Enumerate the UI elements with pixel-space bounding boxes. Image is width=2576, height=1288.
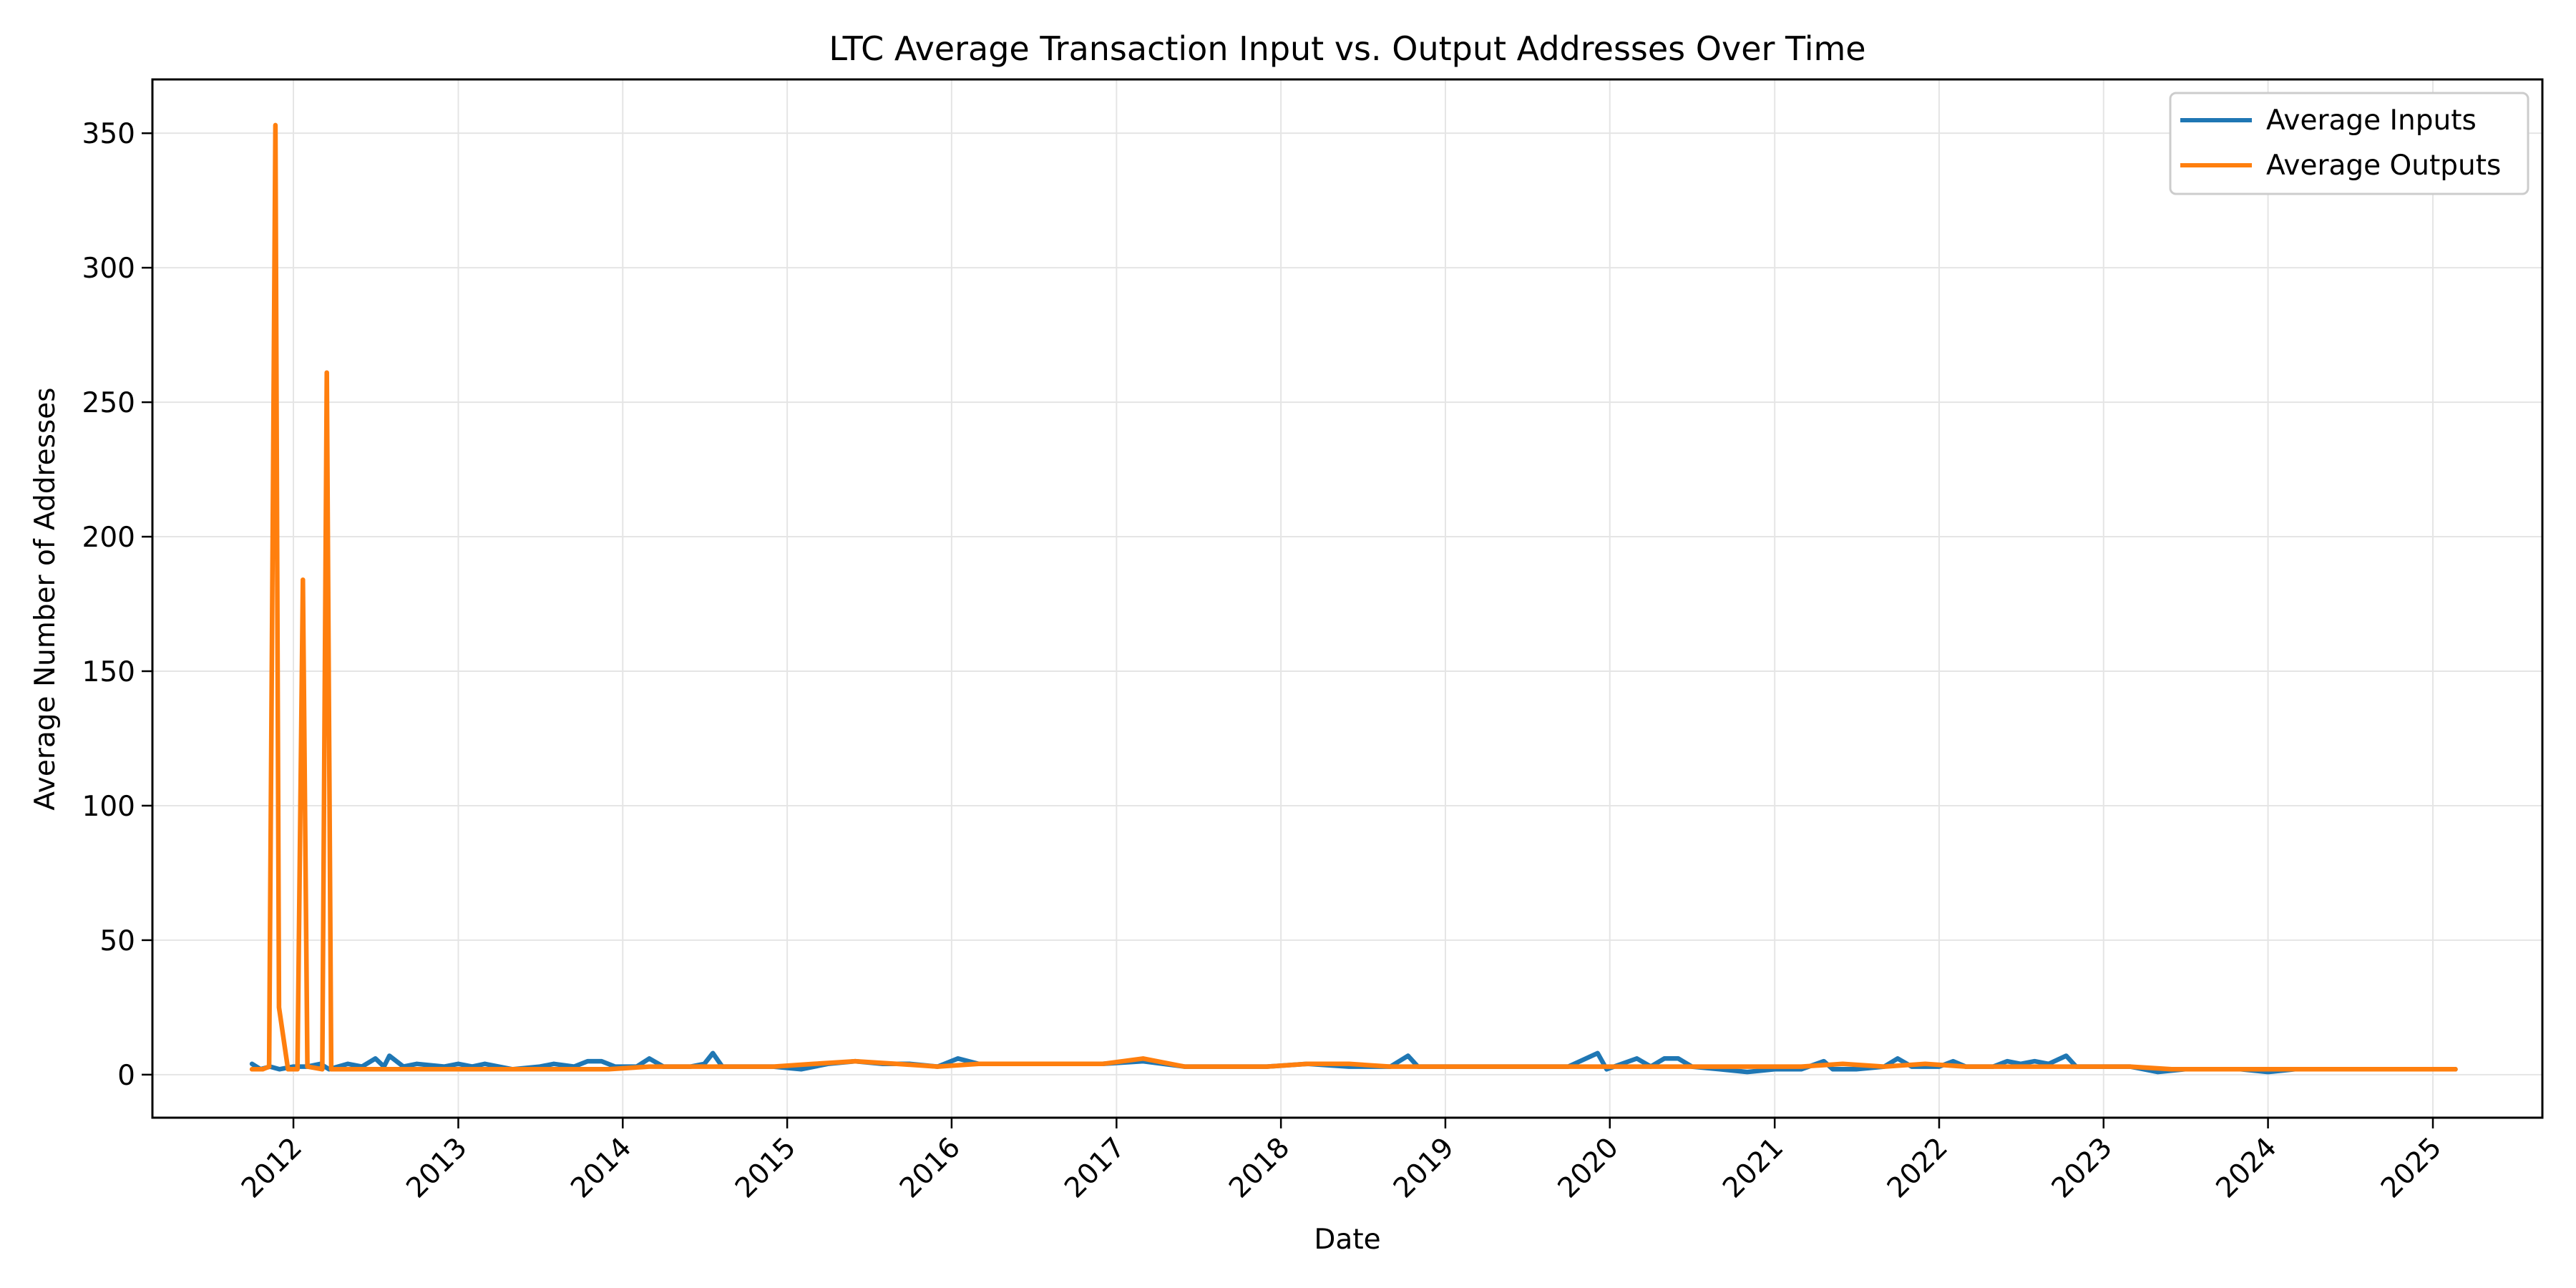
x-axis-label: Date [1314, 1224, 1380, 1256]
y-tick-label-250: 250 [82, 387, 135, 419]
y-tick-label-150: 150 [82, 656, 135, 688]
y-tick-label-0: 0 [117, 1060, 135, 1092]
y-tick-label-100: 100 [82, 791, 135, 823]
legend: Average Inputs Average Outputs [2169, 92, 2529, 195]
plot-area-frame [151, 78, 2544, 1119]
legend-box [2169, 92, 2529, 195]
grid-lines [152, 79, 2542, 1118]
y-tick-label-200: 200 [82, 522, 135, 554]
legend-label-outputs: Average Outputs [2266, 150, 2501, 182]
series-lines [249, 122, 2458, 1075]
legend-label-inputs: Average Inputs [2266, 104, 2477, 137]
y-tick-label-50: 50 [99, 925, 135, 957]
series-line-average-outputs [249, 122, 2458, 1072]
chart-title: LTC Average Transaction Input vs. Output… [829, 29, 1865, 68]
y-tick-label-300: 300 [82, 253, 135, 285]
y-tick-label-350: 350 [82, 118, 135, 150]
y-axis-label: Average Number of Addresses [29, 387, 62, 810]
